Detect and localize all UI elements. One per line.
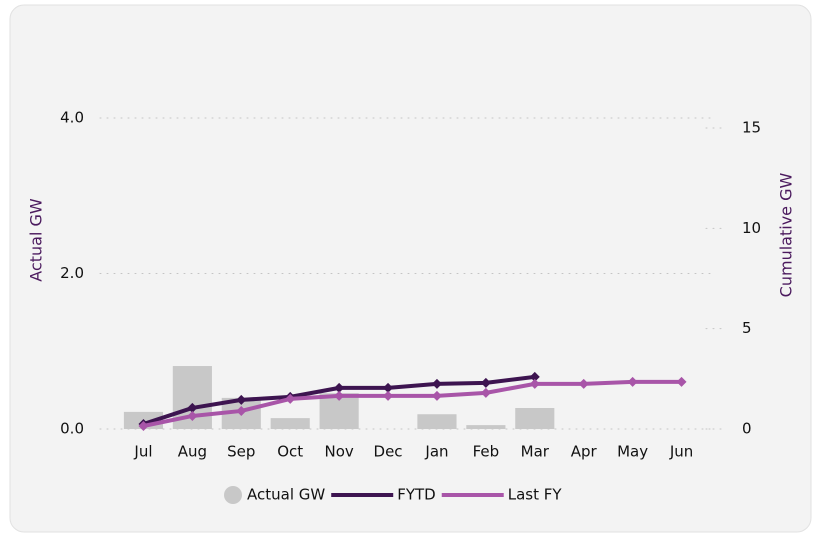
- x-tick-label: Apr: [571, 443, 598, 461]
- marker: [431, 390, 442, 401]
- y2-tick-label: 10: [742, 219, 761, 237]
- marker: [676, 376, 687, 387]
- marker: [334, 390, 345, 401]
- x-tick-label: Oct: [277, 443, 303, 461]
- y2-axis-title: Cumulative GW: [777, 173, 796, 298]
- x-tick-label: Dec: [374, 443, 403, 461]
- y-tick-label: 4.0: [60, 109, 84, 127]
- marker: [529, 378, 540, 389]
- bar: [515, 408, 555, 429]
- marker: [529, 371, 540, 382]
- marker: [480, 377, 491, 388]
- y-tick-label: 2.0: [60, 264, 84, 282]
- marker: [383, 390, 394, 401]
- marker: [431, 378, 442, 389]
- legend-label: Last FY: [508, 486, 563, 504]
- marker: [285, 393, 296, 404]
- x-tick-label: Jul: [133, 443, 152, 461]
- x-tick-label: Jun: [669, 443, 693, 461]
- marker: [138, 420, 149, 431]
- marker: [236, 394, 247, 405]
- marker: [578, 378, 589, 389]
- y2-tick-label: 5: [742, 319, 752, 337]
- x-tick-label: May: [617, 443, 648, 461]
- marker: [187, 402, 198, 413]
- marker: [334, 382, 345, 393]
- y-axis-title: Actual GW: [27, 198, 46, 282]
- bar: [417, 414, 457, 429]
- x-tick-label: Jan: [424, 443, 448, 461]
- x-tick-label: Feb: [473, 443, 500, 461]
- y-tick-label: 0.0: [60, 420, 84, 438]
- line: [143, 379, 682, 428]
- x-tick-label: Nov: [324, 443, 353, 461]
- legend-swatch: [224, 486, 242, 504]
- y2-tick-label: 0: [742, 420, 752, 438]
- legend-label: Actual GW: [247, 486, 325, 504]
- marker: [236, 405, 247, 416]
- marker: [383, 382, 394, 393]
- x-tick-label: Sep: [227, 443, 255, 461]
- legend-label: FYTD: [397, 486, 436, 504]
- bar: [466, 425, 506, 429]
- marker: [627, 376, 638, 387]
- x-tick-label: Mar: [521, 443, 550, 461]
- marker: [187, 410, 198, 421]
- marker: [480, 387, 491, 398]
- bar: [270, 418, 310, 429]
- x-tick-label: Aug: [178, 443, 207, 461]
- y2-tick-label: 15: [742, 119, 761, 137]
